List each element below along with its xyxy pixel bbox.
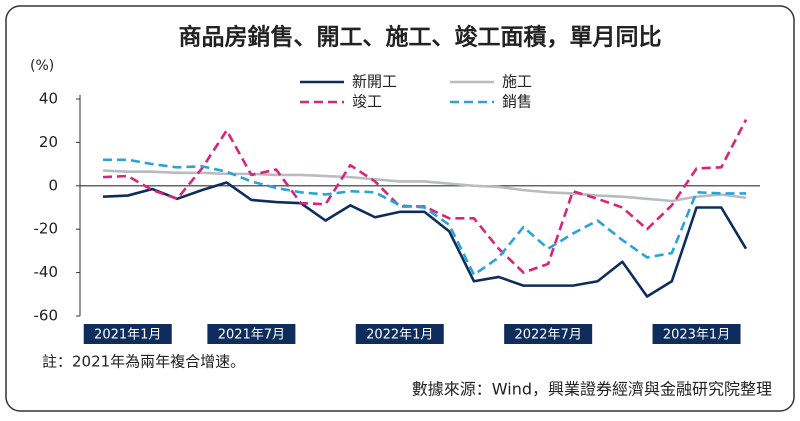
legend-label: 銷售 (502, 93, 532, 111)
legend-label: 施工 (502, 73, 532, 91)
x-tick-label: 2021年1月 (94, 328, 161, 343)
x-tick-label: 2022年7月 (514, 328, 581, 343)
x-label-box (652, 324, 741, 344)
y-tick-label: -60 (34, 307, 59, 325)
x-label-box (207, 324, 296, 344)
y-tick-label: -40 (34, 263, 59, 281)
y-tick-label: 20 (39, 133, 58, 151)
series-line (102, 169, 747, 203)
y-tick-label: -20 (34, 220, 59, 238)
frame (5, 5, 795, 412)
chart-title: 商品房銷售、開工、施工、竣工面積，單月同比 (179, 24, 662, 51)
series-line (102, 119, 748, 274)
series-line (103, 158, 746, 277)
series-line (102, 181, 748, 298)
y-tick-label: 0 (48, 176, 58, 194)
y-tick-label: 40 (39, 90, 58, 108)
x-tick-label: 2021年7月 (218, 328, 285, 343)
note: 註：2021年為兩年複合增速。 (42, 353, 245, 371)
legend-label: 竣工 (352, 93, 382, 111)
x-tick-label: 2022年1月 (366, 328, 433, 343)
x-label-box (83, 324, 172, 344)
x-label-box (504, 324, 593, 344)
x-tick-label: 2023年1月 (663, 328, 730, 343)
y-axis-label: (%) (30, 58, 54, 74)
source: 數據來源：Wind，興業證券經濟與金融研究院整理 (412, 380, 772, 399)
x-label-box (355, 324, 444, 344)
legend-label: 新開工 (352, 73, 397, 91)
